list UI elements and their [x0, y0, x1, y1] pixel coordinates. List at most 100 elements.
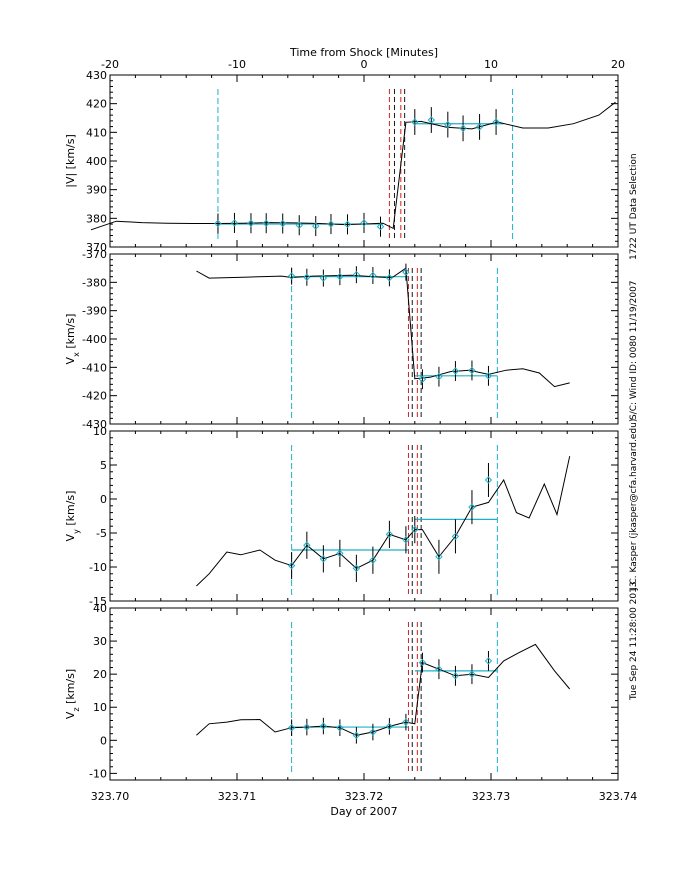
y-tick-label: 420	[86, 98, 107, 111]
y-axis-title: Vy [km/s]	[64, 491, 81, 542]
data-point	[376, 222, 385, 231]
x-axis-title: Day of 2007	[330, 805, 397, 818]
data-point	[247, 219, 255, 227]
data-point	[369, 556, 377, 564]
data-point	[385, 274, 394, 282]
y-axis-title: |V| [km/s]	[64, 134, 77, 188]
data-point	[279, 219, 287, 228]
y-tick-label: 30	[93, 635, 107, 648]
y-tick-label: 390	[86, 184, 107, 197]
data-line	[196, 267, 570, 388]
data-point	[352, 270, 361, 279]
x-tick-label: 323.71	[218, 790, 257, 803]
data-point	[230, 219, 239, 227]
data-point	[352, 731, 361, 740]
data-point	[484, 476, 493, 484]
data-line	[196, 643, 571, 736]
y-tick-label: 370	[86, 241, 107, 254]
y-tick-label: 10	[93, 425, 107, 438]
data-point	[287, 724, 296, 732]
data-point	[327, 220, 335, 228]
y-axis-title-main: V	[64, 711, 77, 719]
data-point	[411, 118, 419, 126]
y-tick-label: -430	[82, 418, 107, 431]
data-point	[319, 555, 328, 563]
data-point	[336, 549, 344, 558]
data-point	[303, 541, 311, 549]
data-point	[484, 657, 493, 665]
data-point	[411, 525, 419, 534]
panel-frame	[109, 253, 619, 425]
side-annotation-author: J.C. Kasper (jkasper@cfa.harvard.edu)	[629, 419, 639, 591]
y-tick-label: -10	[89, 561, 107, 574]
y-tick-label: 40	[93, 602, 107, 615]
data-point	[492, 118, 500, 126]
data-point	[484, 372, 493, 380]
data-point	[295, 221, 303, 229]
top-tick-label: -20	[101, 58, 119, 71]
data-point	[451, 532, 460, 541]
side-annotation-spacecraft: S/C: Wind ID: 0080 11/19/2007	[629, 280, 639, 420]
data-point	[427, 116, 436, 124]
data-point	[435, 372, 443, 381]
data-point	[369, 728, 377, 736]
x-tick-label: 323.72	[345, 790, 384, 803]
data-point	[468, 366, 476, 375]
data-point	[402, 268, 410, 276]
y-tick-label: 0	[100, 493, 107, 506]
y-tick-label: 10	[93, 701, 107, 714]
top-tick-label: -10	[228, 58, 246, 71]
top-tick-label: 0	[361, 58, 368, 71]
data-point	[287, 561, 296, 570]
data-line	[196, 456, 571, 587]
y-axis-title-rest: [km/s]	[64, 314, 77, 353]
panel-vx: -430 -420 -410 -400 -390 -380 -370 Vx [km/s]	[64, 248, 619, 431]
side-annotation-timestamp: Tue Sep 24 11:28:00 2013	[629, 581, 639, 701]
y-axis-title-sub: z	[72, 707, 81, 711]
y-axis-title-sub: y	[72, 529, 81, 534]
data-point	[475, 123, 484, 131]
data-point	[451, 672, 460, 680]
y-tick-label: -370	[82, 248, 107, 261]
y-axis-title: Vz [km/s]	[64, 669, 81, 719]
x-tick-label: 323.74	[599, 790, 638, 803]
x-tick-label: 323.73	[472, 790, 511, 803]
data-point	[303, 723, 311, 731]
y-tick-label: 400	[86, 155, 107, 168]
y-tick-label: 430	[86, 69, 107, 82]
x-tick-label: 323.70	[91, 790, 130, 803]
data-line	[90, 101, 616, 231]
data-point	[336, 724, 344, 732]
data-point	[402, 718, 410, 726]
y-tick-label: 20	[93, 668, 107, 681]
data-point	[319, 722, 328, 730]
data-point	[287, 272, 296, 280]
top-tick-label: 10	[484, 58, 498, 71]
y-tick-label: -400	[82, 333, 107, 346]
data-point	[369, 271, 377, 280]
data-point	[468, 670, 476, 678]
panel-frame	[109, 430, 619, 602]
data-point	[312, 222, 320, 230]
y-axis-title: Vx [km/s]	[64, 314, 81, 365]
y-tick-label: 410	[86, 126, 107, 139]
data-point	[336, 272, 344, 281]
y-tick-label: 0	[100, 734, 107, 747]
y-tick-label: -380	[82, 276, 107, 289]
y-tick-label: 380	[86, 212, 107, 225]
data-point	[418, 375, 427, 383]
y-tick-label: 5	[100, 459, 107, 472]
data-point	[385, 722, 394, 731]
data-point	[444, 120, 452, 129]
data-point	[319, 274, 328, 282]
y-axis-title-main: V	[64, 533, 77, 541]
y-tick-label: -410	[82, 361, 107, 374]
data-point	[435, 665, 443, 673]
data-point	[343, 220, 352, 229]
y-axis-title-rest: [km/s]	[64, 669, 77, 708]
side-annotation-selection: 1722 UT Data Selection	[629, 153, 639, 260]
data-point	[262, 219, 270, 227]
data-point	[352, 564, 361, 573]
